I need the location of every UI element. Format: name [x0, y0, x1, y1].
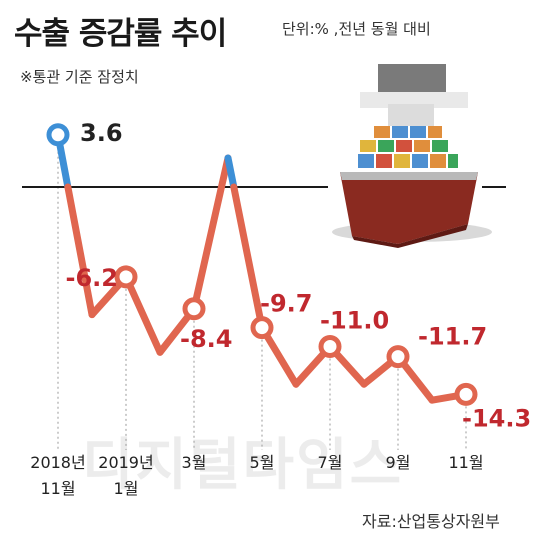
x-tick-label: 2018년: [30, 453, 85, 472]
data-label: -14.3: [462, 404, 531, 432]
data-label: -11.0: [320, 307, 389, 335]
data-point: [46, 123, 70, 147]
data-label: -8.4: [180, 325, 232, 353]
series-segment: [122, 273, 164, 356]
cargo-ship-icon: [332, 64, 492, 248]
series-segment: [64, 183, 96, 319]
source-note: 자료:산업통상자원부: [362, 512, 500, 531]
watermark: 디지털타임스: [82, 433, 404, 498]
x-tick-label: 5월: [250, 453, 275, 472]
data-point: [250, 316, 274, 340]
data-label: -11.7: [418, 323, 487, 351]
x-tick-label: 11월: [448, 453, 483, 472]
series-segment: [224, 154, 238, 191]
data-label: -9.7: [260, 290, 312, 318]
x-tick-label: 1월: [114, 479, 139, 498]
data-label: -6.2: [66, 264, 118, 292]
data-point: [454, 382, 478, 406]
chart-title: 수출 증감률 추이: [14, 16, 227, 52]
x-tick-label: 9월: [386, 453, 411, 472]
unit-note: 단위:% ,전년 동월 대비: [282, 20, 431, 38]
sub-note: ※통관 기준 잠정치: [20, 68, 139, 86]
data-point: [114, 265, 138, 289]
x-tick-label: 3월: [182, 453, 207, 472]
data-point: [318, 335, 342, 358]
series-segment: [190, 154, 232, 313]
x-tick-label: 11월: [40, 479, 75, 498]
series-segment: [230, 183, 266, 332]
x-tick-label: 7월: [318, 453, 343, 472]
x-tick-label: 2019년: [98, 453, 153, 472]
data-point: [386, 345, 410, 369]
data-point: [182, 297, 206, 321]
data-label: 3.6: [80, 119, 123, 147]
